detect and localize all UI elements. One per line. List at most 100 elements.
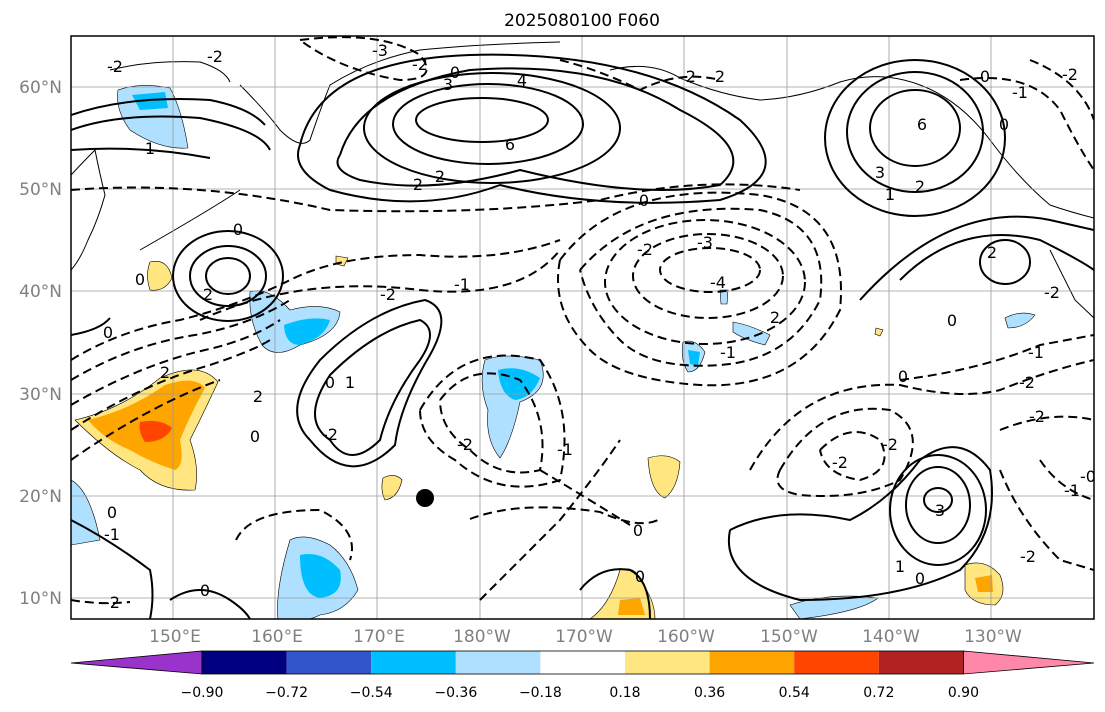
contour-label: 3: [443, 75, 453, 94]
colorbar-extend-low: [70, 650, 203, 675]
contour-label: -2: [322, 425, 338, 444]
colorbar-tick-label: −0.18: [519, 685, 562, 701]
lon-label: 160°E: [251, 627, 303, 647]
lat-label: 20°N: [19, 487, 62, 507]
colorbar-tick-label: 0.36: [694, 685, 725, 701]
contour-label: 2: [413, 175, 423, 194]
contour-label: 0: [980, 67, 990, 86]
dashed-contours: [71, 36, 1094, 605]
contour-label: 0: [947, 311, 957, 330]
contour-label: 0: [639, 191, 649, 210]
colorbar-extend-high: [963, 650, 1095, 675]
contour-label: 1: [345, 373, 355, 392]
colorbar-tick-label: 0.72: [863, 685, 894, 701]
map-frame: [70, 35, 1095, 620]
contour-label: 3: [935, 501, 945, 520]
lat-label: 50°N: [19, 180, 62, 200]
contour-label: 0: [325, 373, 335, 392]
contour-label: 1: [895, 557, 905, 576]
contour-label: -1: [454, 275, 470, 294]
contour-label: 3: [875, 163, 885, 182]
contour-label: -3: [372, 41, 388, 60]
lat-label: 60°N: [19, 78, 62, 98]
colorbar-tick-label: 0.54: [779, 685, 810, 701]
lon-label: 130°W: [964, 627, 1022, 647]
contour-label: 6: [505, 135, 515, 154]
contour-label: 0: [135, 270, 145, 289]
colorbar-tick-label: 0.90: [948, 685, 979, 701]
contour-label: -2: [380, 285, 396, 304]
lon-label: 160°W: [657, 627, 715, 647]
contour-label: -4: [710, 273, 726, 292]
contour-label: -1: [557, 440, 573, 459]
colorbar-segment: [202, 651, 287, 674]
contour-label: 1: [885, 185, 895, 204]
contour-label: -2: [882, 435, 898, 454]
contour-label: 6: [917, 115, 927, 134]
graticule: [71, 36, 1094, 619]
colorbar-segment: [371, 651, 456, 674]
colorbar-segment: [709, 651, 795, 674]
colorbar-segment: [455, 651, 541, 674]
contour-label: 0: [915, 569, 925, 588]
colorbar-tick-label: −0.90: [181, 685, 224, 701]
lon-label: 170°W: [555, 627, 613, 647]
colorbar-segment: [286, 651, 372, 674]
contour-label: -2: [1044, 283, 1060, 302]
contour-label: -2: [1029, 407, 1045, 426]
contour-label: 0: [200, 581, 210, 600]
lon-label: 150°E: [149, 627, 201, 647]
colorbar-tick-label: 0.18: [609, 685, 640, 701]
contour-label: 4: [517, 71, 527, 90]
colorbar-segment: [625, 651, 710, 674]
contour-label: -1: [1012, 83, 1028, 102]
contour-label: -1: [1028, 343, 1044, 362]
contour-label: -2: [104, 593, 120, 612]
contour-label: -2: [1020, 547, 1036, 566]
contour-label: -2: [412, 55, 428, 74]
colorbar-segment: [540, 651, 625, 674]
solid-contours: [71, 53, 1094, 619]
contour-label: 2: [987, 243, 997, 262]
contour-label: 2: [915, 177, 925, 196]
storm-center-marker: [416, 489, 434, 507]
contour-label: -2: [1019, 373, 1035, 392]
contour-label: 0: [999, 115, 1009, 134]
contour-label: 0: [633, 521, 643, 540]
colorbar-tick-label: −0.36: [434, 685, 477, 701]
contour-label: -2: [457, 435, 473, 454]
contour-label: -0: [1080, 467, 1096, 486]
colorbar-segment: [878, 651, 964, 674]
contour-label: 0: [450, 63, 460, 82]
contour-label: -1: [720, 343, 736, 362]
colorbar-tick-label: −0.54: [350, 685, 393, 701]
contour-label: 0: [233, 220, 243, 239]
contour-label: -1: [1064, 481, 1080, 500]
colorbar-tick-label: −0.72: [265, 685, 308, 701]
lon-label: 150°W: [760, 627, 818, 647]
lat-label: 40°N: [19, 282, 62, 302]
contour-label: 2: [435, 167, 445, 186]
lat-label: 30°N: [19, 385, 62, 405]
contour-label: -3: [697, 233, 713, 252]
contour-label: 2: [160, 363, 170, 382]
coastlines: [71, 41, 1094, 319]
contour-label: 2: [253, 387, 263, 406]
contour-label: 2: [203, 285, 213, 304]
contour-label: 0: [635, 567, 645, 586]
contour-label: 1: [145, 139, 155, 158]
contour-label: -2: [1062, 65, 1078, 84]
contour-label: -2: [832, 453, 848, 472]
contour-label: -2: [637, 240, 653, 259]
latitude-labels: 60°N 50°N 40°N 30°N 20°N 10°N: [19, 78, 62, 609]
lon-label: 170°E: [353, 627, 405, 647]
colorbar-segment: [794, 651, 879, 674]
contour-label: -2: [680, 67, 696, 86]
map-title: 2025080100 F060: [504, 11, 660, 31]
contour-label: -2: [207, 47, 223, 66]
map-area: -3 -2 0 4 3 6 2 2 1 -2 -2 0 0 -2 2 6 3 2…: [71, 36, 1096, 619]
longitude-labels: 150°E 160°E 170°E 180°W 170°W 160°W 150°…: [149, 627, 1022, 647]
lat-label: 10°N: [19, 589, 62, 609]
contour-label: -2: [107, 57, 123, 76]
